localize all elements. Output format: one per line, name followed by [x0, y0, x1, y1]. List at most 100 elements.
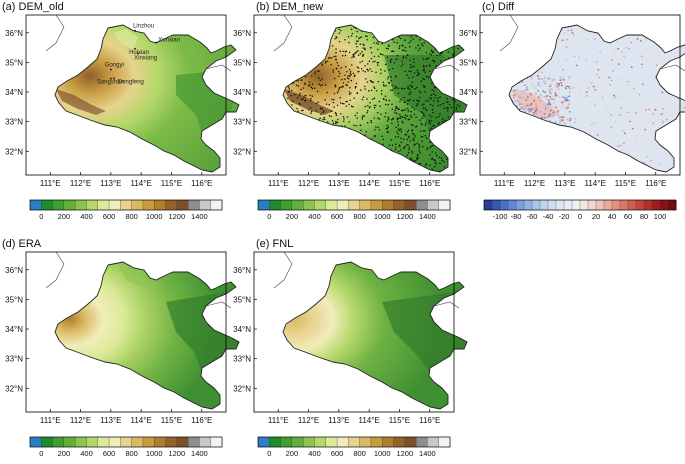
- colorbar-tick-label: -80: [511, 212, 522, 221]
- colorbar-swatch: [531, 199, 541, 211]
- colorbar-tick-label: 600: [103, 449, 116, 458]
- station-dot: [386, 56, 389, 59]
- station-dot: [451, 76, 454, 79]
- station-dot: [380, 72, 382, 75]
- y-tick-label: 34°N: [459, 88, 477, 97]
- station-dot: [323, 110, 325, 112]
- station-dot: [369, 160, 372, 163]
- station-dot: [389, 61, 392, 63]
- station-dot: [421, 145, 424, 148]
- station-dot: [342, 135, 345, 138]
- diff-cell: [545, 107, 548, 110]
- diff-cell: [549, 104, 552, 106]
- diff-cell: [618, 32, 620, 34]
- station-dot: [431, 158, 433, 161]
- colorbar-elevation-a: 0 200 400 600 800 1000 1200 1400: [29, 199, 223, 221]
- colorbar-tick-label: 1000: [374, 212, 391, 221]
- station-dot: [435, 40, 438, 42]
- diff-cell: [512, 114, 515, 117]
- station-dot: [371, 159, 374, 161]
- station-dot: [283, 159, 284, 161]
- station-dot: [418, 145, 421, 147]
- diff-cell: [549, 76, 551, 78]
- diff-cell: [543, 113, 546, 115]
- station-dot: [391, 89, 394, 91]
- x-tick-label: 115°E: [389, 179, 410, 188]
- station-dot: [467, 72, 469, 74]
- station-dot: [420, 111, 423, 113]
- station-dot: [331, 30, 333, 32]
- station-dot: [306, 160, 309, 163]
- diff-cell: [532, 153, 535, 155]
- colorbar-swatch: [427, 199, 440, 211]
- diff-cell: [569, 111, 571, 113]
- diff-cell: [545, 98, 548, 100]
- station-dot: [413, 137, 415, 139]
- station-dot: [341, 102, 344, 105]
- station-dot: [352, 106, 354, 108]
- diff-cell: [552, 96, 555, 98]
- station-dot: [394, 85, 396, 88]
- station-dot: [336, 136, 338, 139]
- station-dot: [302, 49, 304, 52]
- diff-cell: [534, 107, 536, 109]
- station-dot: [312, 149, 315, 152]
- colorbar-tick-label: 0: [39, 212, 43, 221]
- station-dot: [326, 44, 328, 47]
- diff-cell: [535, 109, 537, 112]
- station-dot: [296, 39, 298, 41]
- station-dot: [429, 25, 431, 28]
- station-dot: [377, 55, 380, 57]
- station-dot: [301, 145, 304, 147]
- colorbar-swatch: [404, 436, 417, 448]
- station-dot: [326, 135, 328, 138]
- station-dot: [387, 78, 389, 80]
- station-dot: [370, 119, 372, 122]
- panel-fnl: (e) FNL 111°E 112°E 113°E 114°E 115°E 116°E32…: [233, 238, 468, 425]
- station-dot: [362, 158, 364, 161]
- station-dot: [350, 35, 353, 37]
- station-dot: [374, 134, 376, 137]
- y-tick-label: 35°N: [233, 58, 251, 67]
- station-dot: [385, 25, 388, 27]
- station-dot: [419, 47, 421, 49]
- station-dot: [456, 156, 459, 159]
- colorbar-swatch: [291, 199, 304, 211]
- station-dot: [400, 65, 403, 68]
- station-dot: [347, 75, 349, 77]
- station-dot: [431, 168, 433, 170]
- station-dot: [434, 161, 437, 164]
- station-dot: [391, 25, 393, 27]
- diff-cell: [568, 95, 571, 97]
- diff-cell: [510, 75, 513, 77]
- station-dot: [355, 82, 358, 85]
- station-dot: [314, 120, 317, 122]
- station-dot: [301, 79, 303, 81]
- station-dot: [345, 100, 347, 103]
- station-dot: [296, 55, 298, 58]
- station-dot: [304, 83, 306, 86]
- diff-cell: [524, 116, 527, 119]
- diff-cell: [550, 50, 553, 52]
- diff-cell: [568, 76, 570, 78]
- station-dot: [437, 123, 440, 125]
- station-dot: [297, 85, 300, 87]
- station-dot: [287, 114, 289, 116]
- colorbar-tick-label: 200: [286, 449, 299, 458]
- diff-cell: [518, 99, 521, 102]
- station-dot: [301, 29, 303, 32]
- station-dot: [295, 138, 297, 141]
- station-dot: [428, 25, 430, 28]
- station-dot: [387, 169, 389, 171]
- station-dot: [281, 133, 283, 135]
- diff-cell: [662, 78, 665, 80]
- station-dot: [287, 114, 289, 117]
- station-dot: [420, 136, 423, 138]
- station-dot: [425, 109, 427, 112]
- station-dot: [359, 36, 361, 39]
- station-dot: [367, 170, 370, 172]
- station-dot: [376, 64, 379, 66]
- station-dot: [407, 85, 409, 88]
- station-dot: [375, 89, 378, 92]
- station-dot: [431, 151, 433, 153]
